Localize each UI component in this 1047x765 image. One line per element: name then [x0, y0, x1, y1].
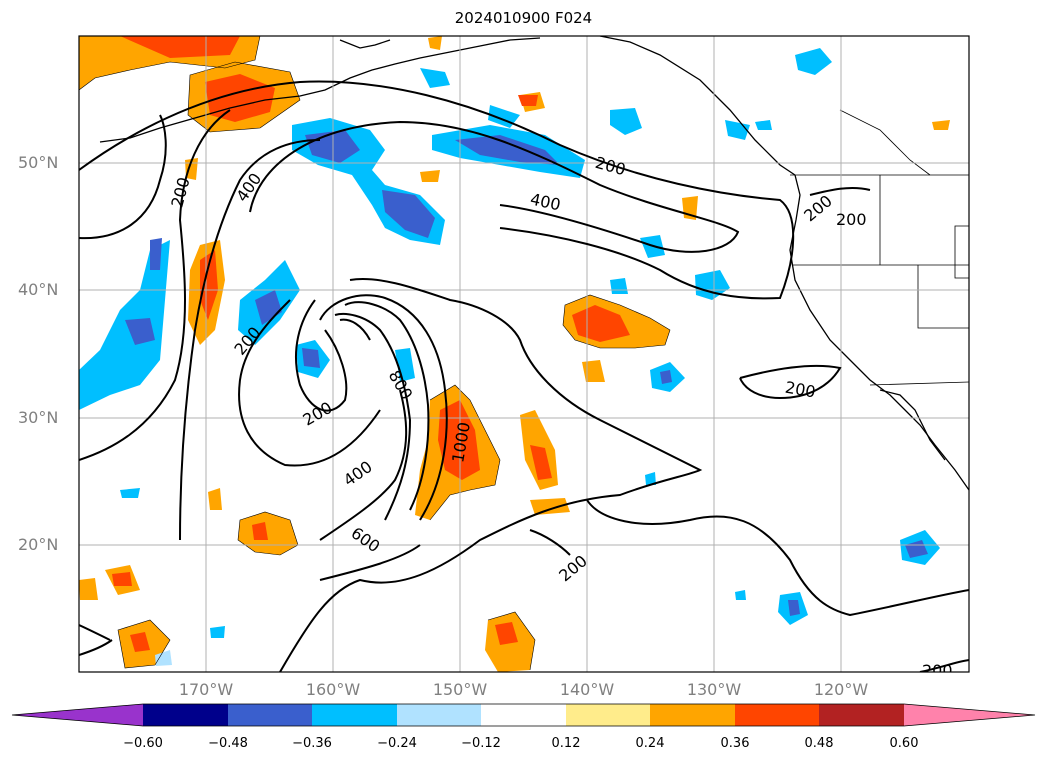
colorbar-extend-low	[12, 704, 143, 726]
contour-label: 200	[836, 210, 867, 229]
political-borders	[790, 109, 969, 386]
lon-label: 130°W	[686, 680, 742, 699]
lon-label: 120°W	[813, 680, 869, 699]
lon-label: 170°W	[178, 680, 234, 699]
graticule	[79, 36, 969, 672]
colorbar-tick-label: 0.60	[889, 736, 919, 751]
colorbar-tick-label: −0.36	[292, 736, 332, 751]
colorbar-tick-label: 0.24	[635, 736, 665, 751]
colorbar-segment	[735, 704, 819, 726]
lat-label: 50°N	[18, 153, 59, 172]
colorbar-segment	[228, 704, 312, 726]
colorbar-extend-high	[904, 704, 1035, 726]
contour-lines	[79, 80, 969, 672]
colorbar-tick-label: 0.36	[720, 736, 750, 751]
coastline	[99, 36, 969, 491]
colorbar-segment	[312, 704, 397, 726]
lat-label: 20°N	[18, 535, 59, 554]
colorbar-segment	[397, 704, 481, 726]
lon-label: 160°W	[305, 680, 361, 699]
colorbar-segment	[566, 704, 650, 726]
colorbar-tick-label: −0.12	[461, 736, 501, 751]
lat-label: 30°N	[18, 408, 59, 427]
colorbar-tick-label: 0.12	[551, 736, 581, 751]
colorbar-tick-label: 0.48	[804, 736, 834, 751]
colorbar	[11, 703, 1036, 727]
colorbar-tick-label: −0.48	[208, 736, 248, 751]
lon-label: 150°W	[432, 680, 488, 699]
colorbar-segment	[650, 704, 735, 726]
plot-title: 2024010900 F024	[454, 9, 593, 27]
colorbar-segment	[481, 704, 566, 726]
colorbar-outline	[11, 703, 1036, 727]
lon-label: 140°W	[559, 680, 615, 699]
colorbar-tick-label: −0.60	[123, 736, 163, 751]
colorbar-tick-label: −0.24	[377, 736, 417, 751]
lat-label: 40°N	[18, 280, 59, 299]
colorbar-segment	[819, 704, 904, 726]
colorbar-segment	[143, 704, 228, 726]
contour-label: 200	[922, 661, 953, 680]
map-plot: 200 400 200 400 200 200 200 200 800 1000…	[78, 35, 970, 680]
shaded-anomaly-regions	[79, 36, 950, 672]
